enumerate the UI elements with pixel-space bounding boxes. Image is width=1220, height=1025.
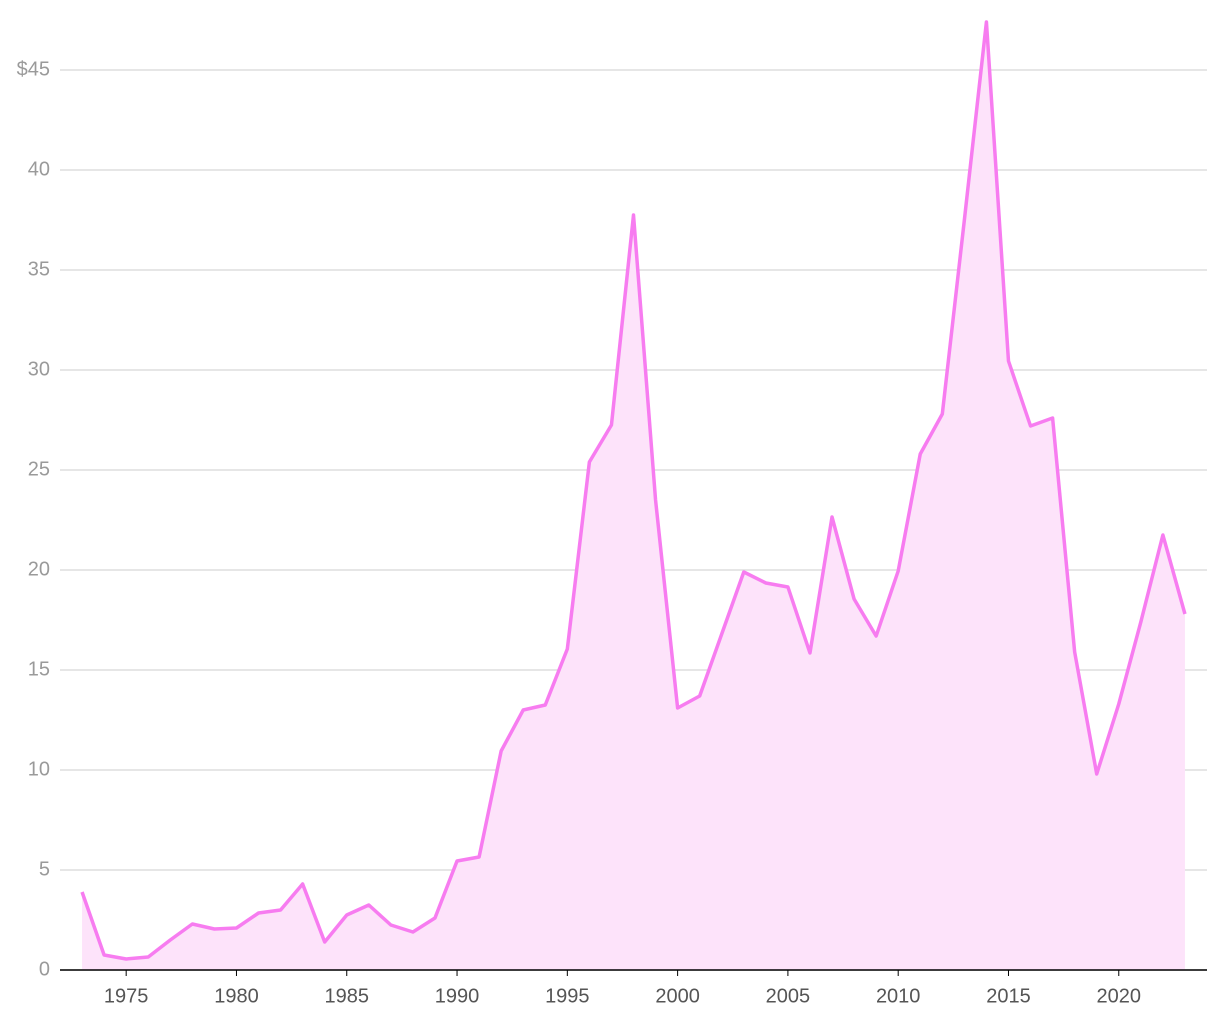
y-tick-label: 40: [28, 158, 50, 180]
y-tick-label: 25: [28, 458, 50, 480]
x-tick-label: 1975: [104, 985, 149, 1007]
area-fill: [82, 22, 1185, 970]
x-tick-label: 1990: [435, 985, 480, 1007]
line: [80, 20, 1187, 961]
y-tick-label: $45: [17, 58, 50, 80]
y-tick-label: 20: [28, 558, 50, 580]
y-tick-label: 35: [28, 258, 50, 280]
y-tick-label: 10: [28, 758, 50, 780]
y-tick-label: 5: [39, 858, 50, 880]
x-tick-label: 1980: [214, 985, 259, 1007]
x-tick-label: 2005: [766, 985, 811, 1007]
x-tick-label: 2015: [986, 985, 1031, 1007]
x-tick-label: 1985: [325, 985, 370, 1007]
y-tick-label: 0: [39, 958, 50, 980]
x-tick-label: 2020: [1097, 985, 1142, 1007]
x-tick-label: 2010: [876, 985, 921, 1007]
x-tick-label: 1995: [545, 985, 590, 1007]
y-tick-label: 30: [28, 358, 50, 380]
y-tick-label: 15: [28, 658, 50, 680]
x-tick-label: 2000: [655, 985, 700, 1007]
